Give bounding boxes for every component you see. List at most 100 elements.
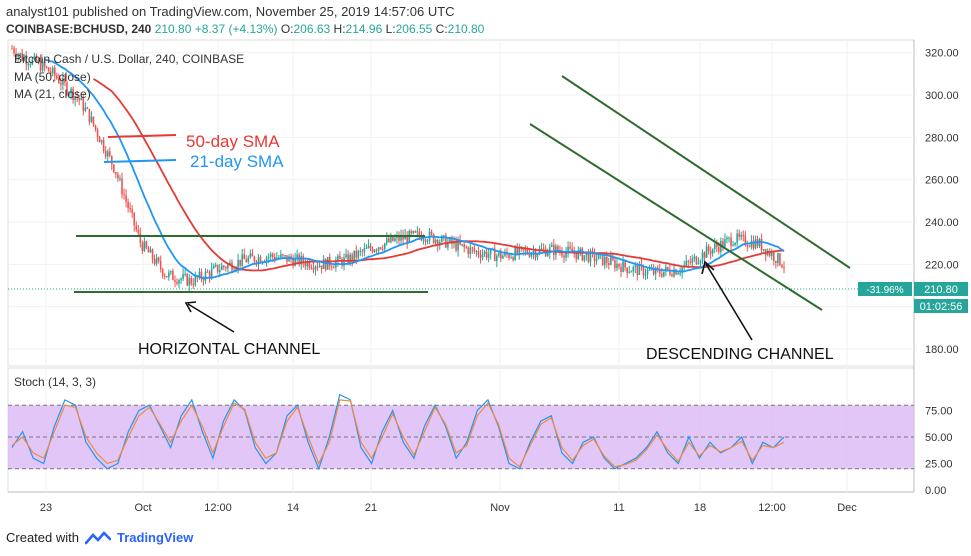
low-label: L: <box>385 22 396 36</box>
candle-body <box>23 56 26 61</box>
candle-body <box>379 247 382 249</box>
pct-badge: -31.96% <box>866 285 903 296</box>
candle-body <box>229 262 231 265</box>
time-tick-1: Oct <box>134 502 151 514</box>
candle-body <box>273 256 276 260</box>
candle-body <box>241 254 243 266</box>
candle-body <box>440 235 443 242</box>
candle-body <box>76 96 78 99</box>
candle-body <box>744 235 747 246</box>
candle-body <box>471 247 474 249</box>
time-tick-5: Nov <box>490 502 510 514</box>
candle-body <box>424 239 427 242</box>
candle-body <box>212 266 215 269</box>
candle-body <box>113 164 115 173</box>
candle-body <box>70 88 72 94</box>
candle-body <box>548 246 551 254</box>
candle-body <box>681 267 683 273</box>
candle-body <box>752 240 755 249</box>
sma50-legend-line <box>107 134 177 138</box>
candle-body <box>19 53 21 55</box>
time-axis[interactable]: 23 Oct 12:00 14 21 Nov 11 18 12:00 Dec <box>40 502 857 514</box>
candle-body <box>388 238 390 242</box>
candle-body <box>292 259 294 266</box>
candle-body <box>483 251 486 255</box>
candle-body <box>29 64 32 66</box>
candle-body <box>111 155 113 165</box>
candle-body <box>734 242 736 245</box>
stoch-tick-3: 75.00 <box>925 406 953 418</box>
candle-body <box>754 239 757 249</box>
candle-body <box>153 259 156 264</box>
candle-body <box>658 269 661 274</box>
candle-body <box>762 249 765 251</box>
candle-body <box>493 248 496 262</box>
low-value: 206.55 <box>395 22 433 36</box>
candle-body <box>693 256 696 259</box>
candle-body <box>115 172 117 175</box>
candle-body <box>155 257 158 264</box>
candle-body <box>406 235 408 243</box>
candle-body <box>481 254 484 258</box>
tradingview-brand[interactable]: TradingView <box>116 530 194 545</box>
candle-body <box>84 107 87 111</box>
candle-body <box>620 266 622 273</box>
candle-body <box>528 253 531 257</box>
candle-body <box>255 261 258 264</box>
candle-body <box>324 259 327 270</box>
candle-body <box>748 246 751 248</box>
price-tick-5: 280.00 <box>925 132 959 144</box>
candle-body <box>194 276 197 286</box>
candle-body <box>159 261 162 269</box>
candle-body <box>216 264 219 272</box>
time-tick-7: 18 <box>694 502 706 514</box>
candle-body <box>80 98 83 101</box>
stoch-label: Stoch (14, 3, 3) <box>14 375 97 389</box>
candle-body <box>249 253 252 258</box>
candle-body <box>102 140 105 151</box>
close-value: 210.80 <box>447 22 485 36</box>
candle-body <box>168 272 170 278</box>
candle-body <box>546 253 549 257</box>
candle-body <box>589 250 592 263</box>
candle-body <box>732 244 734 246</box>
candle-body <box>540 248 543 250</box>
stoch-axis[interactable]: 0.00 25.00 50.00 75.00 <box>925 406 953 498</box>
tradingview-logo-icon <box>84 530 111 544</box>
candle-body <box>512 257 514 260</box>
candle-body <box>371 248 374 252</box>
candle-body <box>257 257 260 264</box>
candle-body <box>119 178 121 180</box>
candle-body <box>673 269 675 277</box>
candle-body <box>47 67 50 72</box>
descending-channel-top[interactable] <box>561 75 851 269</box>
countdown-badge-bg <box>914 299 968 313</box>
candle-body <box>294 257 296 266</box>
candle-body <box>133 212 136 226</box>
candle-body <box>96 129 99 137</box>
candle-body <box>245 259 248 263</box>
candle-body <box>239 259 241 266</box>
time-tick-0: 23 <box>40 502 52 514</box>
price-tick-4: 260.00 <box>925 175 959 187</box>
candle-body <box>125 195 127 202</box>
published-info: analyst101 published on TradingView.com,… <box>6 4 455 19</box>
candle-body <box>563 255 565 258</box>
candle-body <box>280 254 282 258</box>
candle-body <box>565 252 567 258</box>
descending-channel-bottom[interactable] <box>529 123 823 311</box>
stoch-tick-2: 50.00 <box>925 432 953 444</box>
candle-body <box>603 257 606 265</box>
candle-body <box>775 260 777 263</box>
candle-body <box>550 244 553 247</box>
candle-body <box>412 231 415 234</box>
candle-body <box>445 235 447 248</box>
price-tick-2: 220.00 <box>925 259 959 271</box>
candle-body <box>597 254 600 260</box>
candle-body <box>304 262 307 267</box>
symbol-line[interactable]: COINBASE:BCHUSD, 240 <box>6 22 152 36</box>
candle-body <box>21 53 23 61</box>
candle-body <box>773 252 775 261</box>
candle-body <box>141 242 144 252</box>
